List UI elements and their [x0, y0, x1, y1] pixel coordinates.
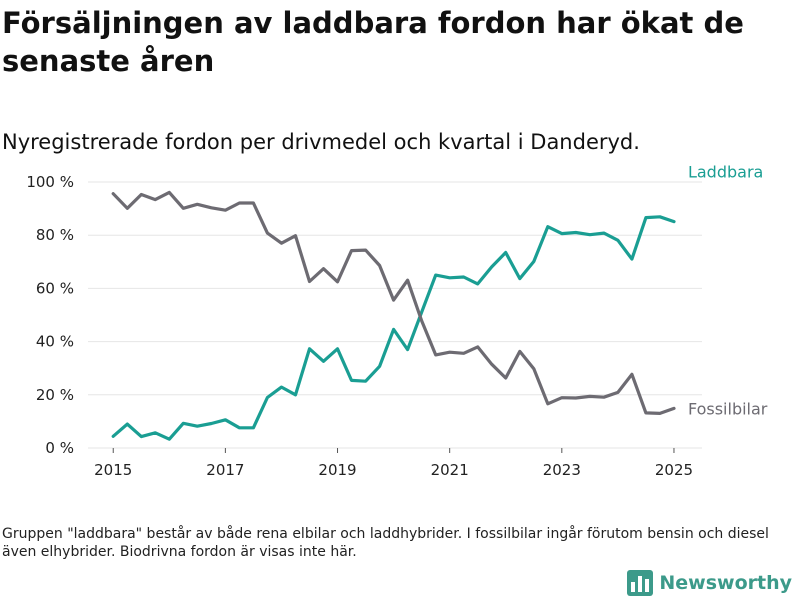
x-tick-label: 2015: [94, 461, 132, 479]
y-tick-label: 40 %: [36, 333, 74, 351]
brand-name: Newsworthy: [659, 572, 792, 594]
series-label-laddbara: Laddbara: [688, 163, 763, 182]
y-tick-label: 100 %: [26, 173, 74, 191]
series-label-fossilbilar: Fossilbilar: [688, 399, 768, 418]
x-tick-label: 2021: [431, 461, 469, 479]
y-tick-label: 20 %: [36, 386, 74, 404]
x-tick-label: 2017: [206, 461, 244, 479]
chart-subtitle: Nyregistrerade fordon per drivmedel och …: [2, 130, 640, 154]
x-tick-label: 2025: [655, 461, 693, 479]
footnote: Gruppen "laddbara" består av både rena e…: [2, 526, 769, 560]
y-tick-label: 0 %: [45, 439, 74, 457]
series-line-laddbara: [111, 215, 676, 441]
chart-title: Försäljningen av laddbara fordon har öka…: [2, 6, 744, 78]
newsworthy-icon: [627, 570, 654, 596]
series-line-fossilbilar: [111, 190, 676, 415]
gridlines: [88, 181, 702, 449]
x-axis-ticks: 2015 2017 2019 2021 2023 2025: [94, 448, 693, 479]
x-tick-label: 2019: [318, 461, 356, 479]
line-chart: 0 % 20 % 40 % 60 % 80 % 100 % 2015 2017 2019 202…: [26, 163, 768, 479]
y-axis-ticks: 0 % 20 % 40 % 60 % 80 % 100 %: [26, 173, 74, 457]
y-tick-label: 80 %: [36, 226, 74, 244]
x-tick-label: 2023: [543, 461, 581, 479]
y-tick-label: 60 %: [36, 279, 74, 297]
series-lines: [111, 190, 676, 441]
newsworthy-logo: Newsworthy: [627, 568, 792, 598]
series-labels: Laddbara Fossilbilar: [688, 163, 768, 419]
